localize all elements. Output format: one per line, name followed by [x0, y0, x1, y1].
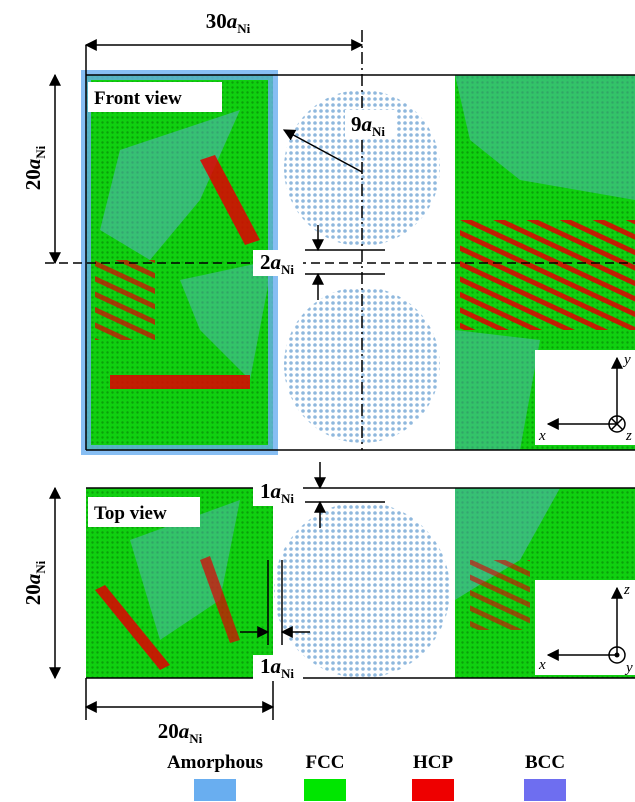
legend-swatch [304, 779, 346, 801]
coefficient: 1 [260, 654, 271, 678]
subscript: Ni [372, 124, 385, 139]
subscript: Ni [237, 21, 250, 36]
view-title: Top view [94, 503, 167, 524]
axis-label: z [625, 428, 632, 444]
legend-label: Amorphous [167, 752, 263, 773]
coefficient: 1 [260, 479, 271, 503]
subscript: Ni [281, 666, 294, 681]
axis-label: x [538, 657, 546, 673]
axis-label: y [622, 352, 631, 368]
subscript: Ni [33, 560, 48, 573]
legend-label: FCC [305, 752, 344, 773]
dimension-label: 20aNi [158, 719, 203, 746]
symbol: a [362, 112, 373, 136]
symbol: a [227, 9, 238, 33]
figure: Front view x y z Top view x z y 30aNi20a… [0, 0, 635, 802]
subscript: Ni [189, 731, 202, 746]
symbol: a [21, 574, 45, 585]
legend-label: HCP [413, 752, 454, 773]
coefficient: 30 [206, 9, 227, 33]
legend-swatch [412, 779, 454, 801]
symbol: a [271, 479, 282, 503]
axis-label: z [623, 582, 630, 598]
symbol: a [271, 250, 282, 274]
view-title: Front view [94, 88, 182, 109]
dimension-label: 30aNi [206, 9, 251, 36]
symbol: a [271, 654, 282, 678]
dimension-label: 20aNi [21, 560, 48, 605]
legend-label: BCC [525, 752, 565, 773]
coefficient: 20 [21, 584, 45, 605]
legend: Amorphous FCC HCP BCC [167, 752, 566, 801]
coefficient: 2 [260, 250, 271, 274]
axis-label: x [538, 428, 546, 444]
front-panel: Front view x y z [45, 30, 635, 450]
legend-swatch [524, 779, 566, 801]
legend-swatch [194, 779, 236, 801]
coefficient: 20 [158, 719, 179, 743]
dimension-label: 20aNi [21, 145, 48, 190]
subscript: Ni [281, 262, 294, 277]
coefficient: 9 [351, 112, 362, 136]
subscript: Ni [281, 491, 294, 506]
symbol: a [179, 719, 190, 743]
symbol: a [21, 159, 45, 170]
top-panel: Top view x z y [55, 462, 635, 720]
subscript: Ni [33, 145, 48, 158]
axis-label: y [624, 660, 633, 676]
coefficient: 20 [21, 169, 45, 190]
